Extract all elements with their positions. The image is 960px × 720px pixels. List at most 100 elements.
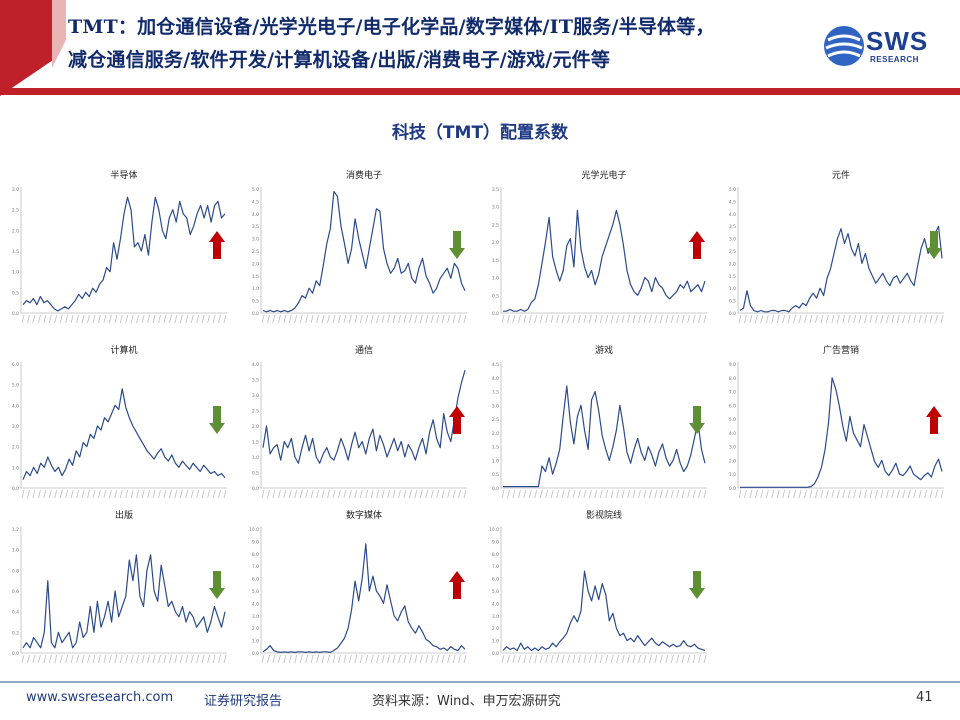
arrow-down-icon [689,406,705,434]
x-tick-mark [880,314,884,324]
y-tick-label: 4.0 [492,601,499,607]
x-tick-mark [414,489,418,499]
x-tick-mark [97,489,101,499]
x-tick-mark [305,314,309,324]
x-tick-mark [583,654,587,664]
x-tick-mark [76,489,80,499]
x-tick-mark [627,654,631,664]
x-tick-mark [408,654,412,664]
x-tick-mark [869,489,873,499]
x-tick-mark [588,314,592,324]
x-tick-mark [141,314,145,324]
x-tick-mark [321,489,325,499]
x-tick-mark [299,654,303,664]
y-tick-label: 3.5 [492,390,499,396]
x-tick-mark [891,314,895,324]
y-tick-label: 2.5 [492,222,499,228]
header-title-line2: 减仓通信服务/软件开发/计算机设备/出版/消费电子/游戏/元件等 [68,49,611,71]
x-tick-mark [398,314,401,324]
y-tick-label: 1.0 [12,270,19,276]
x-tick-mark [814,489,818,499]
x-tick-mark [703,489,707,499]
x-tick-mark [97,654,101,664]
y-tick-label: 1.5 [492,445,499,451]
x-tick-mark [267,489,270,499]
y-tick-label: 9.0 [729,362,736,368]
x-tick-mark [648,314,652,324]
x-tick-mark [201,654,205,664]
x-tick-mark [261,654,265,664]
header-banner: TMT：加仓通信设备/光学光电子/电子化学品/数字媒体/IT服务/半导体等， 减… [0,0,960,96]
x-tick-mark [452,489,456,499]
x-tick-mark [76,314,80,324]
y-tick-label: 3.5 [492,187,499,193]
x-tick-mark [218,489,221,499]
x-tick-mark [43,654,47,664]
x-tick-mark [847,489,851,499]
y-tick-label: 1.5 [252,440,259,446]
x-tick-mark [698,314,701,324]
x-tick-mark [48,654,52,664]
x-tick-mark [605,314,609,324]
x-tick-mark [174,314,178,324]
x-tick-mark [643,314,647,324]
y-tick-label: 1.0 [492,276,499,282]
globe-icon [824,26,864,66]
chart-svg: 光学光电子 0.0 0.5 1.0 1.5 2.0 2.5 3.0 3.5 [492,169,707,324]
x-tick-mark [76,654,80,664]
x-tick-mark [929,314,933,324]
x-tick-mark [267,314,270,324]
x-tick-mark [512,314,516,324]
footer-website[interactable]: www.swsresearch.com [26,690,174,705]
x-tick-mark [452,314,456,324]
y-tick-label: 8.0 [252,552,259,558]
footer-source: 资料来源：Wind、申万宏源研究 [372,694,561,709]
x-tick-mark [681,489,685,499]
x-tick-mark [398,654,401,664]
y-tick-label: 6.0 [252,577,259,583]
x-tick-mark [370,654,374,664]
y-tick-label: 4.0 [492,376,499,382]
x-tick-mark [627,314,631,324]
x-tick-mark [902,314,906,324]
y-tick-label: 2.5 [492,417,499,423]
x-tick-mark [37,654,41,664]
y-tick-label: 3.0 [252,614,259,620]
x-tick-mark [545,654,549,664]
x-tick-mark [277,654,281,664]
x-tick-mark [858,314,862,324]
x-tick-mark [918,489,922,499]
x-tick-mark [616,654,620,664]
x-tick-mark [365,489,369,499]
x-tick-mark [81,654,85,664]
x-tick-mark [70,654,74,664]
x-tick-mark [141,489,145,499]
x-tick-mark [605,489,609,499]
x-tick-mark [744,314,747,324]
y-tick-label: 2.5 [252,249,259,255]
x-tick-mark [447,489,451,499]
arrow-up-icon [209,231,225,259]
chart-panel-8: 出版 0.0 0.2 0.4 0.6 0.8 1.0 1.2 [5,505,235,675]
x-tick-mark [517,314,521,324]
x-tick-mark [659,314,663,324]
x-tick-mark [136,489,140,499]
x-tick-mark [419,489,423,499]
x-tick-mark [512,489,516,499]
x-tick-mark [125,314,129,324]
chart-title: 通信 [355,344,373,356]
x-tick-mark [703,654,707,664]
x-tick-mark [365,654,369,664]
x-tick-mark [359,654,363,664]
series-line [262,543,466,653]
x-tick-mark [147,654,151,664]
x-tick-mark [610,654,614,664]
x-tick-mark [458,654,461,664]
y-tick-label: 2.0 [729,458,736,464]
chart-panel-9: 数字媒体 0.0 1.0 2.0 3.0 4.0 5.0 6.0 7.0 8.0 9.0 10.0 [245,505,475,675]
x-tick-mark [332,314,336,324]
x-tick-mark [425,654,429,664]
x-tick-mark [81,489,85,499]
x-tick-mark [59,654,63,664]
x-tick-mark [880,489,884,499]
